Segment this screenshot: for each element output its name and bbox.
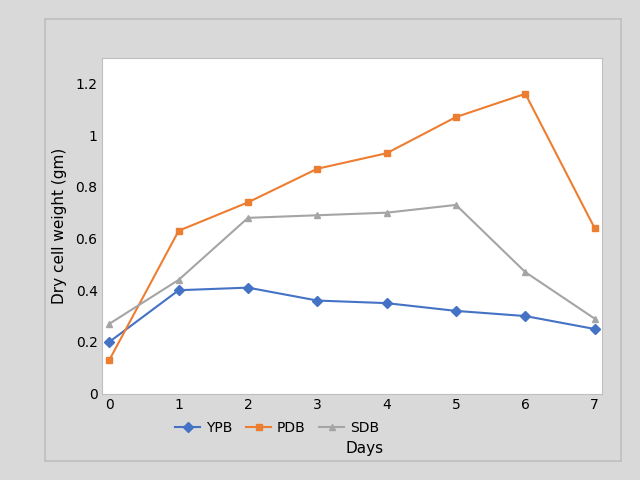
PDB xyxy=(383,150,390,156)
YPB xyxy=(244,285,252,290)
YPB xyxy=(314,298,321,303)
PDB xyxy=(591,225,598,231)
SDB xyxy=(452,202,460,208)
Text: Days: Days xyxy=(346,441,384,456)
PDB xyxy=(522,91,529,96)
Line: PDB: PDB xyxy=(106,90,598,363)
Line: SDB: SDB xyxy=(106,202,598,327)
SDB xyxy=(383,210,390,216)
Legend: YPB, PDB, SDB: YPB, PDB, SDB xyxy=(170,415,385,441)
SDB xyxy=(244,215,252,221)
PDB xyxy=(175,228,182,234)
YPB xyxy=(175,288,182,293)
PDB xyxy=(244,200,252,205)
PDB xyxy=(452,114,460,120)
SDB xyxy=(591,316,598,322)
YPB xyxy=(106,339,113,345)
YPB xyxy=(452,308,460,314)
PDB xyxy=(314,166,321,172)
SDB xyxy=(522,269,529,275)
YPB xyxy=(591,326,598,332)
Line: YPB: YPB xyxy=(106,284,598,346)
YPB xyxy=(383,300,390,306)
SDB xyxy=(175,277,182,283)
SDB xyxy=(106,321,113,327)
SDB xyxy=(314,212,321,218)
PDB xyxy=(106,357,113,363)
Y-axis label: Dry cell weight (gm): Dry cell weight (gm) xyxy=(52,147,67,304)
YPB xyxy=(522,313,529,319)
